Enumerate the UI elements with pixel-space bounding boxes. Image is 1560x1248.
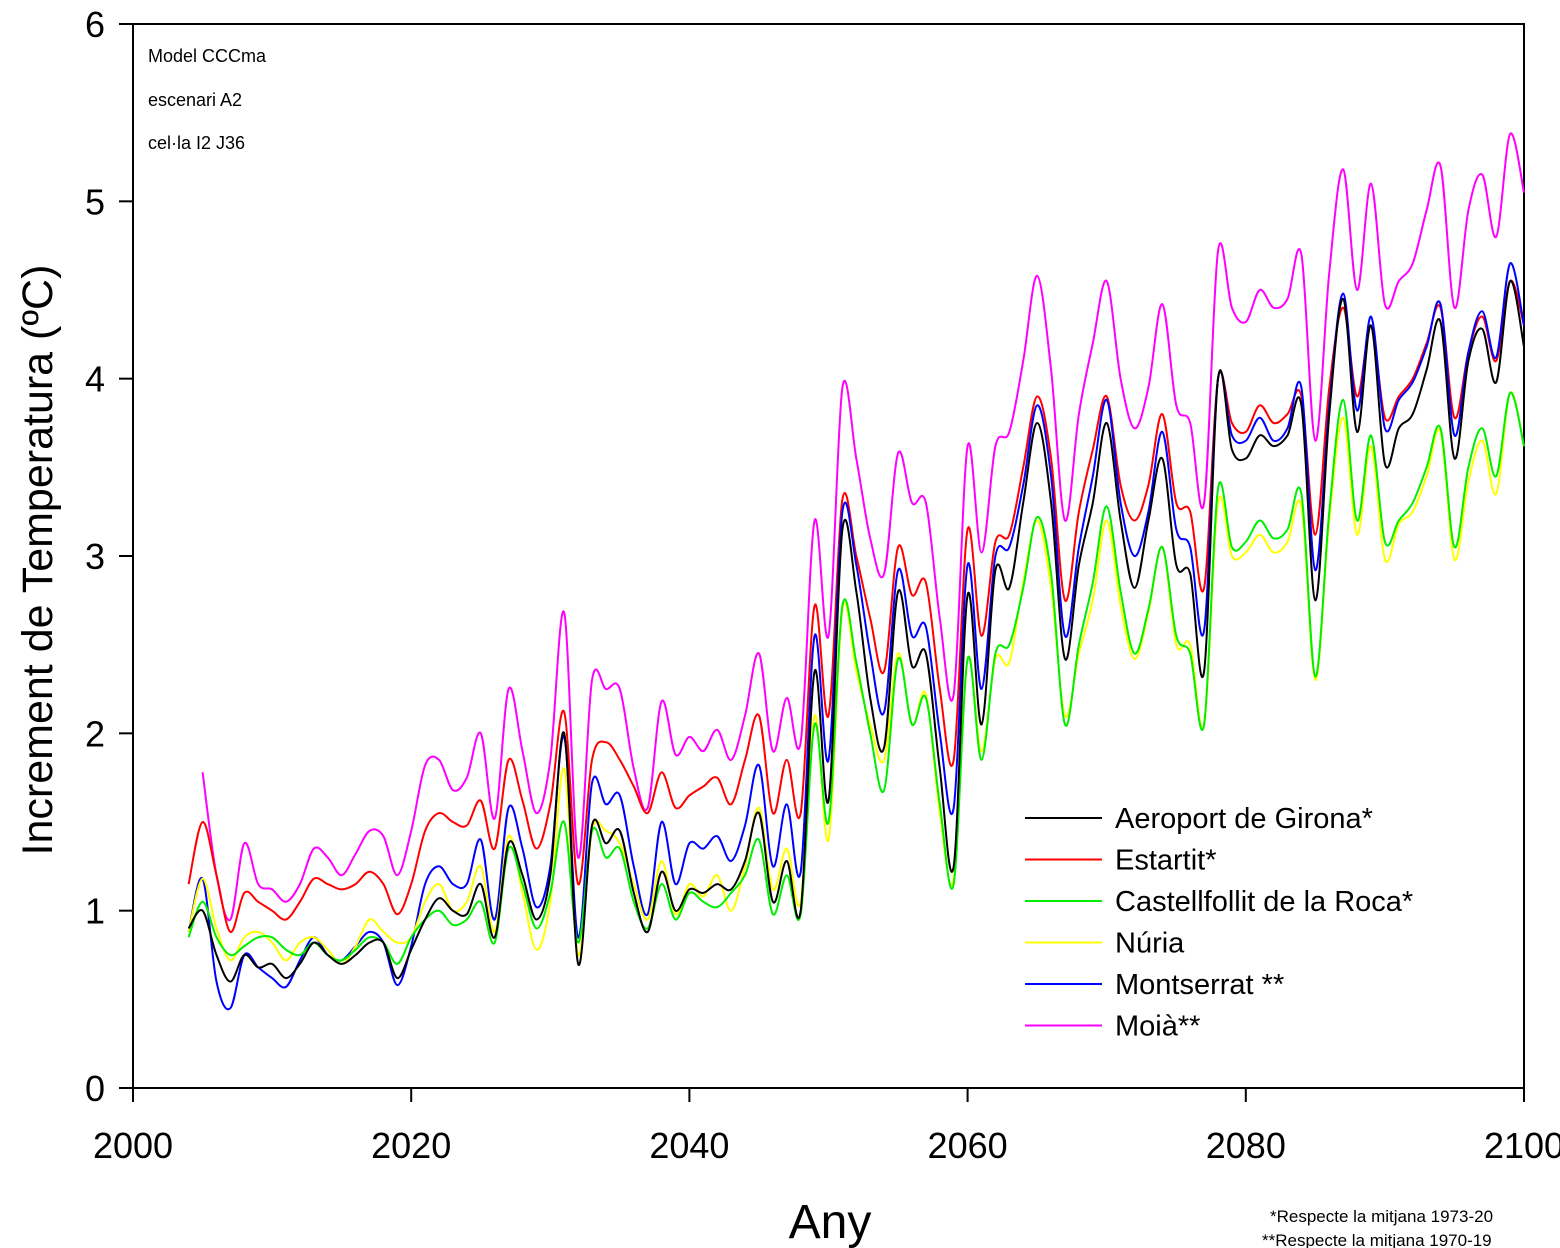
x-tick-label-2020: 2020: [371, 1125, 451, 1166]
axes: 2000 2020 2040 2060 2080 2100 0 1 2 3 4 5 6: [85, 4, 1560, 1166]
x-tick-label-2080: 2080: [1206, 1125, 1286, 1166]
x-axis-title: Any: [789, 1196, 872, 1248]
footnote-1: *Respecte la mitjana 1973-20: [1270, 1207, 1493, 1226]
annotation-cell: cel·la I2 J36: [148, 133, 245, 153]
legend-label-n-ria: Núria: [1115, 928, 1185, 960]
legend: Aeroport de Girona* Estartit* Castellfolli…: [1025, 803, 1413, 1043]
x-tick-label-2060: 2060: [928, 1125, 1008, 1166]
legend-label-montserrat: Montserrat **: [1115, 969, 1284, 1001]
x-tick-label-2040: 2040: [649, 1125, 729, 1166]
annotation-scenario: escenari A2: [148, 90, 242, 110]
x-tick-label-2000: 2000: [93, 1125, 173, 1166]
y-tick-label-6: 6: [85, 4, 105, 45]
legend-label-castellfollit-de-la-roca: Castellfollit de la Roca*: [1115, 886, 1413, 918]
y-tick-label-5: 5: [85, 181, 105, 222]
footnote-2: **Respecte la mitjana 1970-19: [1262, 1231, 1492, 1248]
plot-border: [132, 23, 1525, 1089]
series-lines: [187, 132, 1525, 1011]
y-tick-label-1: 1: [85, 891, 105, 932]
y-tick-label-0: 0: [85, 1068, 105, 1109]
series-line-montserrat: [187, 262, 1525, 1011]
x-tick-label-2100: 2100: [1484, 1125, 1560, 1166]
series-line-castellfollit-de-la-roca: [187, 391, 1525, 965]
y-axis-title: Increment de Temperatura (ºC): [14, 265, 62, 856]
series-line-aeroport-de-girona: [187, 280, 1525, 983]
y-tick-label-3: 3: [85, 536, 105, 577]
series-line-moi: [201, 132, 1525, 922]
y-tick-label-4: 4: [85, 359, 105, 400]
legend-label-estartit: Estartit*: [1115, 845, 1217, 877]
plot-frame: [132, 23, 1525, 1089]
legend-label-moi: Moià**: [1115, 1011, 1200, 1043]
annotation-model: Model CCCma: [148, 46, 267, 66]
legend-label-aeroport-de-girona: Aeroport de Girona*: [1115, 803, 1373, 835]
y-tick-label-2: 2: [85, 713, 105, 754]
